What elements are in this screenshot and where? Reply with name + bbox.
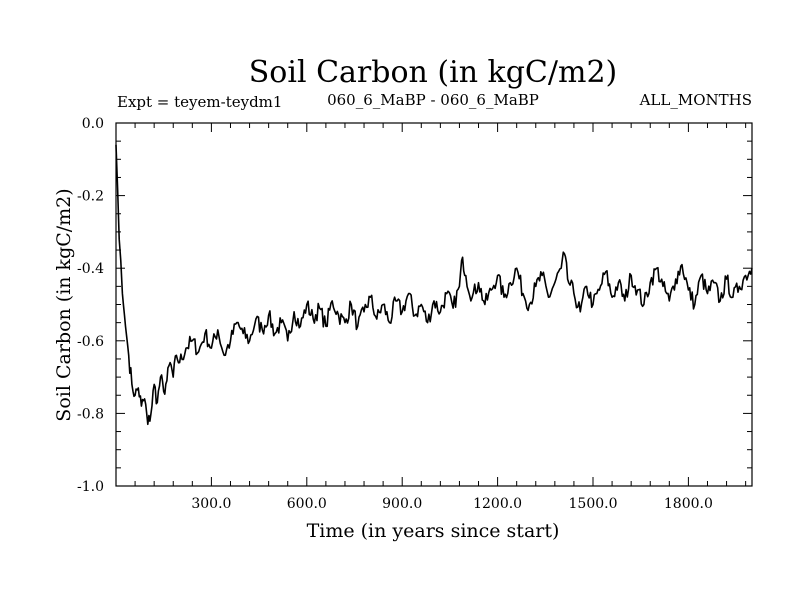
x-tick-label: 1800.0	[664, 496, 713, 512]
y-tick-label: -0.2	[77, 189, 104, 205]
y-tick-label: -1.0	[77, 479, 104, 495]
x-tick-label: 600.0	[287, 496, 327, 512]
y-tick-label: -0.4	[77, 261, 104, 277]
x-tick-label: 300.0	[191, 496, 231, 512]
subtitle-months: ALL_MONTHS	[639, 91, 752, 109]
y-axis-label: Soil Carbon (in kgC/m2)	[53, 188, 75, 421]
subtitle-experiment: Expt = teyem-teydm1	[117, 93, 282, 111]
x-tick-label: 900.0	[382, 496, 422, 512]
x-tick-label: 1500.0	[569, 496, 618, 512]
chart-title: Soil Carbon (in kgC/m2)	[249, 55, 617, 90]
subtitle-period: 060_6_MaBP - 060_6_MaBP	[327, 91, 539, 109]
x-axis-label: Time (in years since start)	[307, 520, 560, 542]
axis-ticks	[116, 123, 752, 486]
x-tick-labels: 300.0 600.0 900.0 1200.0 1500.0 1800.0	[191, 496, 713, 512]
y-tick-label: -0.8	[77, 406, 104, 422]
x-tick-label: 1200.0	[473, 496, 522, 512]
soil-carbon-series-line	[115, 144, 753, 426]
y-tick-labels: 0.0 -0.2 -0.4 -0.6 -0.8 -1.0	[77, 116, 104, 495]
y-tick-label: -0.6	[77, 334, 104, 350]
y-tick-label: 0.0	[82, 116, 104, 132]
